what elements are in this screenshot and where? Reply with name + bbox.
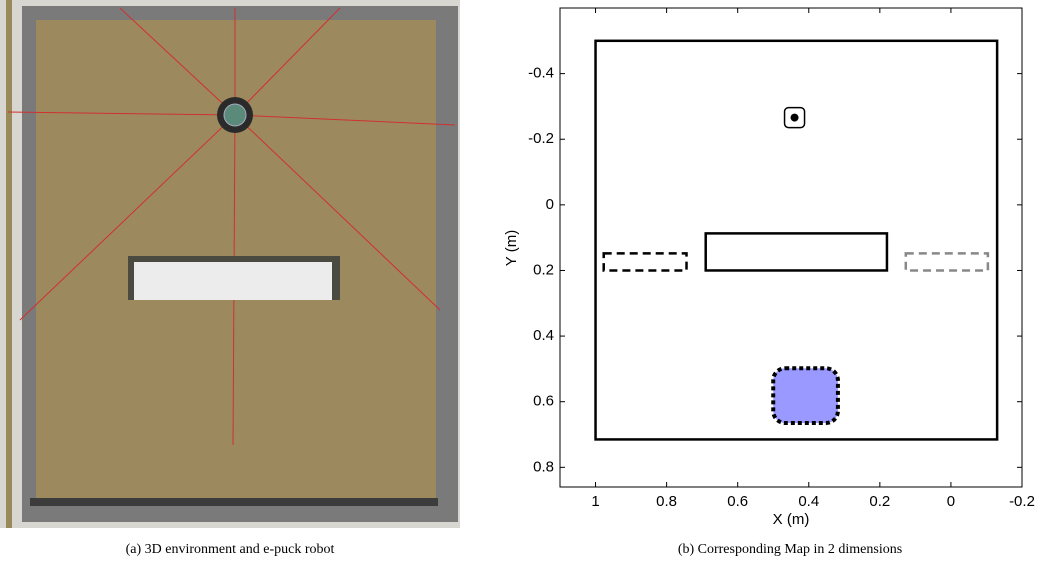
map-region [906, 253, 988, 270]
page: (a) 3D environment and e-puck robot (b) … [0, 0, 1058, 576]
map-region [706, 233, 887, 270]
y-tick-label: 0.8 [533, 458, 554, 475]
x-tick-label: 0.2 [869, 493, 890, 510]
robot-top [224, 104, 246, 126]
wall-shadow [30, 498, 438, 506]
figure: (a) 3D environment and e-puck robot (b) … [0, 0, 1058, 571]
render-edge [6, 0, 12, 528]
x-tick-label: -0.2 [1009, 493, 1035, 510]
map-region [604, 253, 687, 270]
x-axis-label: X (m) [773, 511, 810, 528]
caption: (a) 3D environment and e-puck robot [126, 542, 335, 557]
y-tick-label: -0.2 [528, 130, 554, 147]
x-tick-label: 0.6 [727, 493, 748, 510]
y-tick-label: -0.4 [528, 65, 554, 82]
y-tick-label: 0.2 [533, 261, 554, 278]
environment-render [0, 0, 460, 528]
x-tick-label: 0 [947, 493, 955, 510]
obstacle [134, 262, 332, 300]
map-region [773, 368, 838, 423]
y-axis-label: Y (m) [503, 230, 520, 266]
x-tick-label: 1 [591, 493, 599, 510]
caption: (b) Corresponding Map in 2 dimensions [678, 542, 902, 557]
y-tick-label: 0 [546, 196, 554, 213]
x-tick-label: 0.4 [798, 493, 819, 510]
y-tick-label: 0.4 [533, 327, 554, 344]
robot-dot [791, 114, 799, 122]
x-tick-label: 0.8 [656, 493, 677, 510]
y-tick-label: 0.6 [533, 393, 554, 410]
